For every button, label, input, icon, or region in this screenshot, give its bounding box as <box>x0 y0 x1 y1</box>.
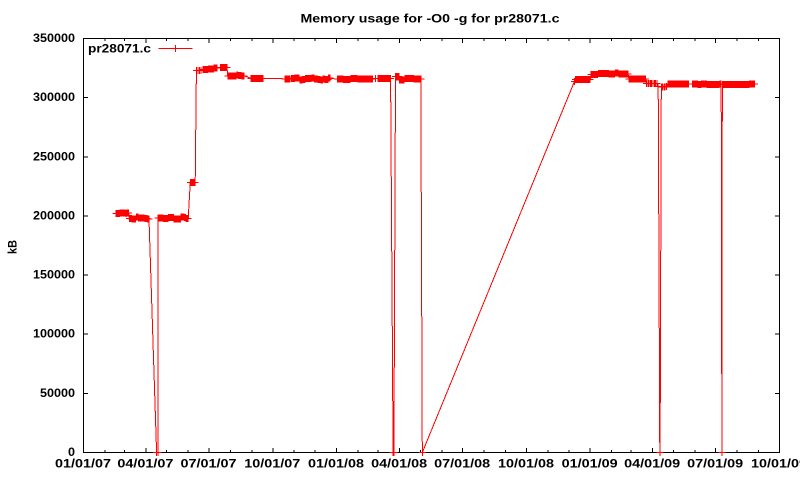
svg-text:150000: 150000 <box>33 269 75 282</box>
svg-text:200000: 200000 <box>33 209 75 222</box>
svg-text:kB: kB <box>7 240 20 254</box>
svg-text:10/01/08: 10/01/08 <box>498 458 555 471</box>
svg-text:01/01/08: 01/01/08 <box>308 458 365 471</box>
svg-text:300000: 300000 <box>33 91 75 104</box>
svg-text:350000: 350000 <box>33 32 75 45</box>
svg-text:04/01/08: 04/01/08 <box>371 458 428 471</box>
svg-text:10/01/09: 10/01/09 <box>751 458 800 471</box>
svg-text:Memory usage for -O0 -g for pr: Memory usage for -O0 -g for pr28071.c <box>301 13 561 26</box>
svg-text:01/01/07: 01/01/07 <box>55 458 111 471</box>
svg-text:10/01/07: 10/01/07 <box>244 458 300 471</box>
svg-text:07/01/07: 07/01/07 <box>181 458 237 471</box>
svg-text:50000: 50000 <box>40 387 75 400</box>
svg-text:pr28071.c: pr28071.c <box>88 43 152 56</box>
svg-text:04/01/09: 04/01/09 <box>624 458 681 471</box>
svg-text:01/01/09: 01/01/09 <box>562 458 619 471</box>
svg-text:250000: 250000 <box>33 150 75 163</box>
svg-text:0: 0 <box>68 446 75 459</box>
svg-text:100000: 100000 <box>33 328 75 341</box>
svg-text:04/01/07: 04/01/07 <box>117 458 173 471</box>
svg-text:07/01/08: 07/01/08 <box>434 458 491 471</box>
svg-text:07/01/09: 07/01/09 <box>687 458 744 471</box>
